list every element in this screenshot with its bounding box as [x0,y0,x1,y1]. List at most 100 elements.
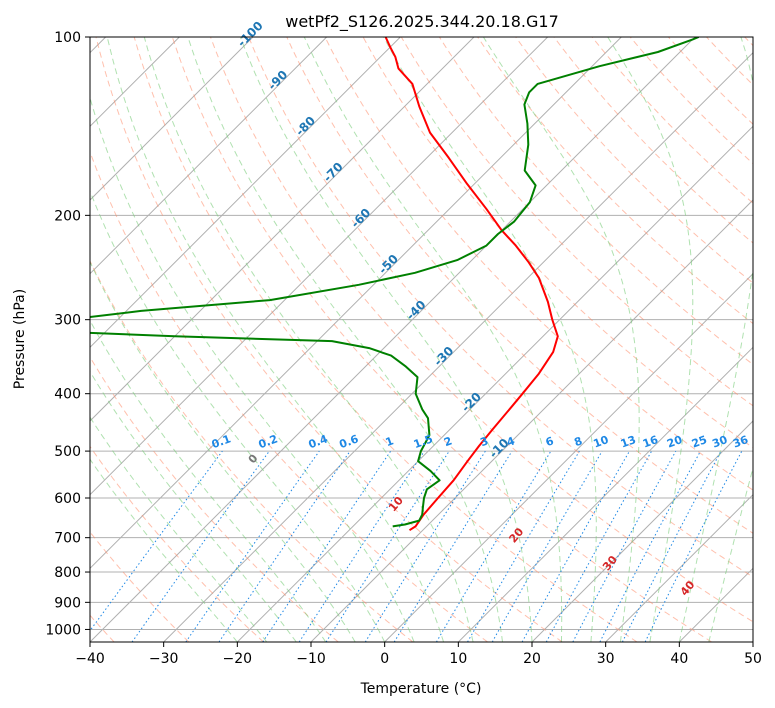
isotherm-line [90,37,622,570]
isotherm-line [531,420,753,642]
dry-adiabat-line [248,37,753,578]
mixing-ratio-line [572,450,677,642]
mixing-ratio-line [467,450,580,642]
mixing-ratio-line [545,450,653,642]
mixing-ratio-line [644,450,743,642]
isotherm-line [457,346,753,642]
x-tick-label: −20 [223,651,253,667]
x-tick-label: −10 [296,651,326,667]
mixing-ratio-label: 2 [442,434,454,449]
mixing-ratio-line [599,450,701,642]
dry-adiabat-line [668,37,753,125]
y-tick-label: 100 [54,30,81,46]
moist-adiabat-line [143,37,474,642]
isotherm-label: -90 [265,68,290,93]
mixing-ratio-label: 0.1 [210,432,233,451]
isotherm-line [752,641,753,642]
x-tick-label: 20 [523,651,541,667]
moist-adiabat-label: 20 [507,525,527,545]
moist-adiabat-label: 0 [246,452,261,466]
temperature-profile-line [384,37,559,532]
mixing-ratio-label: 0.4 [307,432,330,451]
moist-adiabat-line [482,37,640,642]
isotherm-line [678,567,753,642]
moist-adiabat-line [90,416,268,642]
isotherm-label: -30 [431,344,456,369]
dry-adiabat-line [286,37,753,534]
dry-adiabat-line [90,259,414,642]
dry-adiabat-line [133,37,638,642]
y-tick-label: 400 [54,387,81,403]
isotherm-line [236,125,753,642]
isotherm-label: -60 [348,206,373,231]
mixing-ratio-label: 10 [592,433,611,451]
mixing-ratio-label: 36 [731,433,750,451]
mixing-ratio-line [262,450,392,642]
isotherm-label: -70 [321,160,346,185]
moist-adiabat-line [90,189,386,642]
moist-adiabat-line [708,466,753,642]
dry-adiabat-line [591,37,753,204]
y-tick-label: 800 [54,565,81,581]
moist-adiabat-line [383,37,597,642]
moist-adiabat-line [303,37,563,642]
mixing-ratio-label: 4 [505,434,517,449]
x-tick-label: 10 [449,651,467,667]
plot-clipped-group [90,37,753,642]
moist-adiabat-line [187,37,503,642]
moist-adiabat-label: 10 [386,494,406,514]
y-tick-label: 300 [54,313,81,329]
mixing-ratio-line [90,450,223,632]
isotherm-line [90,37,401,349]
moist-adiabat-line [90,458,238,642]
mixing-ratio-line [521,450,630,642]
mixing-ratio-line [325,450,450,642]
dry-adiabat-line [706,37,753,86]
mixing-ratio-label: 13 [619,433,638,450]
dry-adiabat-line [171,37,712,642]
dewpoint-profile-line [90,37,700,528]
isotherm-line [90,37,696,642]
dry-adiabat-line [90,356,339,642]
isotherm-line [605,493,753,642]
mixing-ratio-label: 6 [544,434,556,449]
moist-adiabat-line [90,260,356,642]
x-tick-label: 40 [670,651,688,667]
x-axis-label: Temperature (°C) [360,681,482,697]
y-tick-label: 500 [54,444,81,460]
y-tick-label: 700 [54,531,81,547]
mixing-ratio-line [218,450,351,642]
dry-adiabat-line [90,531,190,642]
mixing-ratio-label: 0.6 [338,432,361,451]
moist-adiabat-line [90,319,327,642]
mixing-ratio-label: 25 [690,433,709,450]
mixing-ratio-label: 8 [572,434,584,449]
mixing-ratio-line [393,450,513,642]
x-tick-label: 0 [380,651,389,667]
mixing-ratio-label: 30 [710,433,729,451]
mixing-ratio-label: 1 [384,434,396,449]
dry-adiabat-line [90,445,264,642]
isotherm-line [90,37,549,496]
mixing-ratio-label: 1.5 [412,432,435,451]
dry-adiabat-line [744,37,753,47]
isotherm-label: -40 [403,298,428,323]
isotherm-label: -100 [235,19,266,50]
x-tick-label: 30 [597,651,615,667]
mixing-ratio-label: 16 [641,433,660,451]
mixing-ratio-label: 3 [478,434,490,449]
dry-adiabat-line [515,37,753,284]
moist-adiabat-line [90,96,415,642]
moist-adiabat-line [90,370,297,642]
mixing-ratio-label: 0.2 [257,432,280,451]
isotherm-line [90,37,254,201]
y-tick-label: 900 [54,595,81,611]
isotherm-line [90,37,328,275]
y-tick-label: 600 [54,491,81,507]
isotherm-line [384,272,753,642]
plot-frame [89,36,754,643]
moist-adiabat-line [106,37,445,642]
mixing-ratio-line [298,450,425,642]
moist-adiabat-line [239,37,533,642]
